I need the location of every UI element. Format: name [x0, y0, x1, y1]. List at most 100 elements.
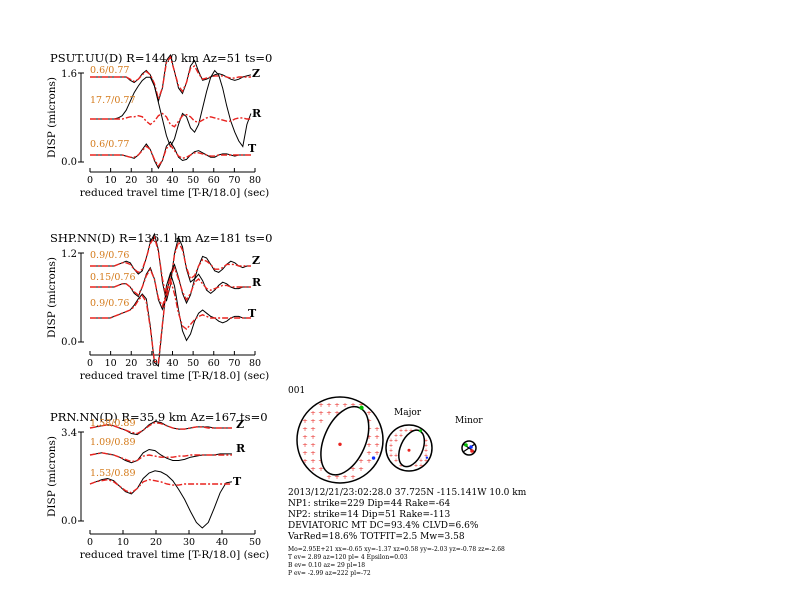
panel-title: PSUT.UU(D) R=144.0 km Az=51 ts=0: [50, 51, 272, 65]
p-polarity-mark: +: [399, 463, 403, 469]
component-label: T: [233, 475, 242, 488]
b-axis: [371, 456, 376, 460]
p-polarity-mark: +: [302, 441, 308, 449]
info-line-np1: NP1: strike=229 Dip=44 Rake=-64: [288, 499, 451, 509]
x-tick-label: 30: [183, 537, 195, 548]
x-tick-label: 40: [166, 175, 178, 186]
panel-title: SHP.NN(D) R=136.1 km Az=181 ts=0: [50, 231, 272, 245]
info-line-deviatoric: DEVIATORIC MT DC=93.4% CLVD=6.6%: [288, 521, 479, 531]
t-axis: [359, 405, 364, 410]
p-polarity-mark: +: [366, 449, 372, 457]
p-polarity-mark: +: [318, 401, 324, 409]
beachball-minor: [461, 440, 477, 456]
x-tick-label: 10: [105, 358, 117, 369]
p-polarity-mark: +: [318, 409, 324, 417]
x-tick-label: 50: [187, 175, 199, 186]
synthetic-trace-z: [90, 235, 251, 299]
p-polarity-mark: +: [334, 409, 340, 417]
component-label: Z: [236, 418, 244, 431]
p-polarity-mark: +: [358, 401, 364, 409]
component-label: R: [252, 107, 262, 120]
x-tick-label: 50: [249, 537, 261, 548]
x-tick-label: 0: [87, 537, 93, 548]
p-polarity-mark: +: [366, 433, 372, 441]
p-polarity-mark: +: [326, 473, 332, 481]
small-line-t: T ev= 2.89 az=120 pl= 4 Epsilon=0.03: [288, 554, 408, 561]
p-polarity-mark: +: [374, 449, 380, 457]
fit-label: 0.9/0.76: [90, 298, 129, 309]
synthetic-trace-t: [90, 277, 251, 364]
p-polarity-mark: +: [366, 441, 372, 449]
x-axis-label: reduced travel time [T-R/18.0] (sec): [80, 549, 270, 561]
b-axis: [469, 445, 473, 449]
component-label: T: [248, 142, 257, 155]
x-tick-label: 20: [125, 175, 137, 186]
x-tick-label: 10: [117, 537, 129, 548]
p-polarity-mark: +: [334, 401, 340, 409]
y-tick-label: 0.0: [61, 157, 77, 168]
x-tick-label: 40: [166, 358, 178, 369]
x-tick-label: 0: [87, 358, 93, 369]
p-polarity-mark: +: [424, 438, 428, 444]
nodal-plane: [462, 443, 476, 453]
p-polarity-mark: +: [310, 449, 316, 457]
p-polarity-mark: +: [350, 473, 356, 481]
p-polarity-mark: +: [389, 448, 393, 454]
beachball-major: ++++++++++++++++++++++++++++: [385, 424, 433, 472]
small-line-b: B ev= 0.10 az= 29 pl=18: [288, 562, 366, 569]
y-tick-label: 1.6: [61, 69, 77, 80]
component-label: Z: [252, 67, 260, 80]
p-polarity-mark: +: [394, 433, 398, 439]
p-polarity-mark: +: [389, 438, 393, 444]
info-line-origin: 2013/12/21/23:02:28.0 37.725N -115.141W …: [288, 488, 527, 498]
p-polarity-mark: +: [310, 465, 316, 473]
p-axis: [407, 448, 411, 452]
p-polarity-mark: +: [409, 428, 413, 434]
p-polarity-mark: +: [302, 449, 308, 457]
fit-label: 17.7/0.77: [90, 95, 136, 106]
p-polarity-mark: +: [302, 457, 308, 465]
t-axis: [419, 429, 422, 433]
p-polarity-mark: +: [310, 425, 316, 433]
p-polarity-mark: +: [310, 409, 316, 417]
fit-label: 1.53/0.89: [90, 468, 136, 479]
p-polarity-mark: +: [374, 433, 380, 441]
fit-label: 0.6/0.77: [90, 65, 129, 76]
p-polarity-mark: +: [358, 465, 364, 473]
fit-label: 1.58/0.89: [90, 418, 136, 429]
p-polarity-mark: +: [342, 401, 348, 409]
observed-trace-r: [90, 69, 252, 148]
t-axis: [464, 443, 468, 447]
p-polarity-mark: +: [318, 465, 324, 473]
p-polarity-mark: +: [394, 458, 398, 464]
p-polarity-mark: +: [424, 453, 428, 459]
x-tick-label: 70: [228, 175, 240, 186]
panel-title: PRN.NN(D) R=35.9 km Az=167 ts=0: [50, 410, 268, 424]
p-polarity-mark: +: [424, 458, 428, 464]
p-polarity-mark: +: [374, 441, 380, 449]
component-label: R: [252, 276, 262, 289]
info-line-np2: NP2: strike=14 Dip=51 Rake=-113: [288, 510, 451, 520]
small-line-mo: Mo=2.95E+21 xx=-0.65 xy=-1.37 xz=0.58 yy…: [288, 546, 505, 553]
fit-label: 0.6/0.77: [90, 139, 129, 150]
p-polarity-mark: +: [366, 409, 372, 417]
p-polarity-mark: +: [326, 401, 332, 409]
x-tick-label: 30: [146, 175, 158, 186]
synthetic-trace-r: [90, 266, 251, 309]
x-tick-label: 80: [249, 175, 261, 186]
y-tick-label: 1.2: [61, 249, 77, 260]
synthetic-trace-r: [89, 452, 232, 463]
p-polarity-mark: +: [399, 428, 403, 434]
x-tick-label: 20: [150, 537, 162, 548]
p-polarity-mark: +: [389, 453, 393, 459]
x-axis-label: reduced travel time [T-R/18.0] (sec): [80, 187, 270, 199]
x-axis-label: reduced travel time [T-R/18.0] (sec): [80, 370, 270, 382]
minor-label: Minor: [455, 416, 483, 426]
p-polarity-mark: +: [326, 409, 332, 417]
p-polarity-mark: +: [366, 417, 372, 425]
fit-label: 0.9/0.76: [90, 250, 129, 261]
x-tick-label: 50: [187, 358, 199, 369]
p-axis: [470, 449, 474, 453]
p-polarity-mark: +: [310, 457, 316, 465]
info-line-varred: VarRed=18.6% TOTFIT=2.5 Mw=3.58: [288, 532, 465, 542]
